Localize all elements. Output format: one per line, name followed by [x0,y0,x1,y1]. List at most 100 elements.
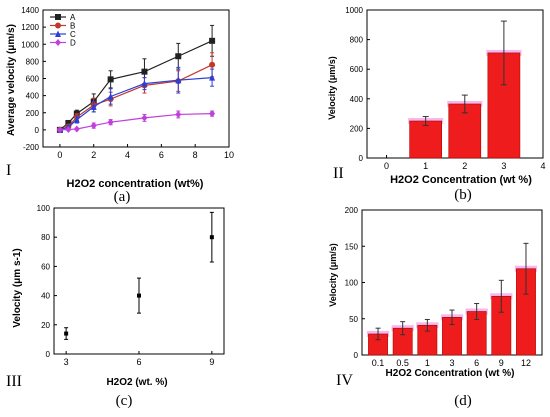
legend-label-D: D [70,39,76,48]
chart-a-ytick-label: 0 [35,126,40,135]
panel-letter-label: (b) [454,187,472,203]
chart-c-ytick-label: 40 [41,292,50,301]
panel-roman-label: II [333,165,344,182]
series-line-D [59,113,213,131]
chart-a-xtick-label: 8 [193,150,198,160]
chart-b-ytick-label: 600 [350,65,364,74]
chart-b-ytick-label: 1000 [345,6,363,15]
legend-marker-D [55,39,61,46]
chart-b-ytick-label: 0 [359,154,364,163]
chart-d-xtick-label: 0.1 [372,358,385,368]
scatter-c-point [64,331,69,336]
chart-c-ytick-label: 0 [46,350,51,359]
chart-a-ylabel: Average velocity (μm/s) [6,24,17,136]
legend-marker-C [55,30,61,37]
chart-a-ytick-label: 1200 [21,23,39,32]
chart-a-xtick-label: 0 [57,150,62,160]
chart-b-xtick-label: 3 [501,161,506,171]
chart-d-xtick-label: 3 [449,358,454,368]
series-A-point [107,76,114,83]
series-A-point [209,37,216,44]
chart-c-ytick-label: 80 [41,233,50,242]
scatter-c-point [209,235,214,240]
chart-d-xtick-label: 12 [521,358,531,368]
series-A-point [175,53,182,60]
chart-b-xtick-label: 2 [462,161,467,171]
chart-b-ytick-label: 200 [350,124,364,133]
chart-d-ytick-label: 150 [345,242,359,251]
chart-d-xtick-label: 9 [499,358,504,368]
panel-letter-label: (a) [114,189,131,205]
chart-a-xtick-label: 10 [224,150,234,160]
chart-b-xtick-label: 1 [423,161,428,171]
series-line-C [59,77,213,131]
chart-b-ytick-label: 800 [350,36,364,45]
series-D-point [65,125,72,133]
series-D-point [107,118,114,126]
panel-roman-label: IV [336,372,353,389]
chart-c-xlabel: H2O2 (wt. %) [106,377,167,388]
panel-letter-label: (c) [116,393,133,409]
chart-a-xlabel: H2O2 concentration (wt%) [67,178,204,190]
series-B-point [209,61,216,68]
panel-roman-label: I [6,162,11,179]
series-A-point [141,68,148,75]
chart-c-ytick-label: 20 [41,321,50,330]
chart-c-xtick-label: 3 [64,357,69,367]
chart-c-ylabel: Velocity (μm s-1) [12,248,23,327]
series-C-point [107,92,114,100]
chart-a-ytick-label: 1400 [21,6,39,15]
legend-marker-B [55,22,61,29]
series-D-point [141,114,148,122]
series-line-B [59,64,213,131]
bar-b [409,120,443,159]
chart-a-ytick-label: 1000 [21,40,39,49]
chart-c-ytick-label: 100 [37,204,51,213]
chart-a-ytick-label: 400 [26,92,40,101]
chart-b-ytick-label: 400 [350,95,364,104]
series-line-A [59,40,213,131]
chart-d-ytick-label: 200 [345,206,359,215]
chart-c-xtick-label: 9 [209,357,214,367]
chart-a-ytick-label: 600 [26,75,40,84]
series-D-point [73,125,80,133]
chart-d-ytick-label: 50 [349,315,358,324]
series-C-point [209,74,216,81]
chart-b-xtick-label: 0 [384,161,389,171]
chart-b-xlabel: H2O2 Concentration (wt %) [390,174,532,186]
legend-marker-A [55,14,61,20]
chart-a-xtick-label: 6 [159,150,164,160]
legend-label-B: B [70,22,75,31]
series-D-point [175,110,182,118]
panel-letter-label: (d) [454,393,472,409]
chart-b-xtick-label: 4 [540,161,545,171]
chart-a-xtick-label: 4 [125,150,130,160]
chart-d-ytick-label: 0 [354,351,359,360]
chart-d-xtick-label: 1 [425,358,430,368]
chart-d-xtick-label: 6 [474,358,479,368]
chart-a-ytick-label: -200 [23,143,40,152]
series-C-point [175,76,182,84]
legend-label-A: A [70,13,76,22]
chart-a-ytick-label: 800 [26,57,40,66]
series-D-point [56,126,63,134]
scatter-c-point [137,293,141,298]
chart-c-ytick-label: 60 [41,262,50,271]
series-D-point [90,122,97,130]
series-A-point [65,120,72,127]
series-C-point [141,80,148,87]
chart-c-xtick-label: 6 [136,357,141,367]
chart-a-ytick-label: 200 [26,109,40,118]
series-C-point [90,103,97,110]
chart-a-xtick-label: 2 [91,150,96,160]
series-D-point [209,110,216,118]
panel-roman-label: III [6,373,22,390]
chart-d-xlabel: H2O2 Concentration (wt %) [386,368,515,379]
chart-d-ylabel: Velocity (μm/s) [328,243,338,307]
chart-b-ylabel: Velocity (μm/s) [327,56,337,120]
chart-d-ytick-label: 100 [345,279,359,288]
series-C-point [73,116,80,123]
